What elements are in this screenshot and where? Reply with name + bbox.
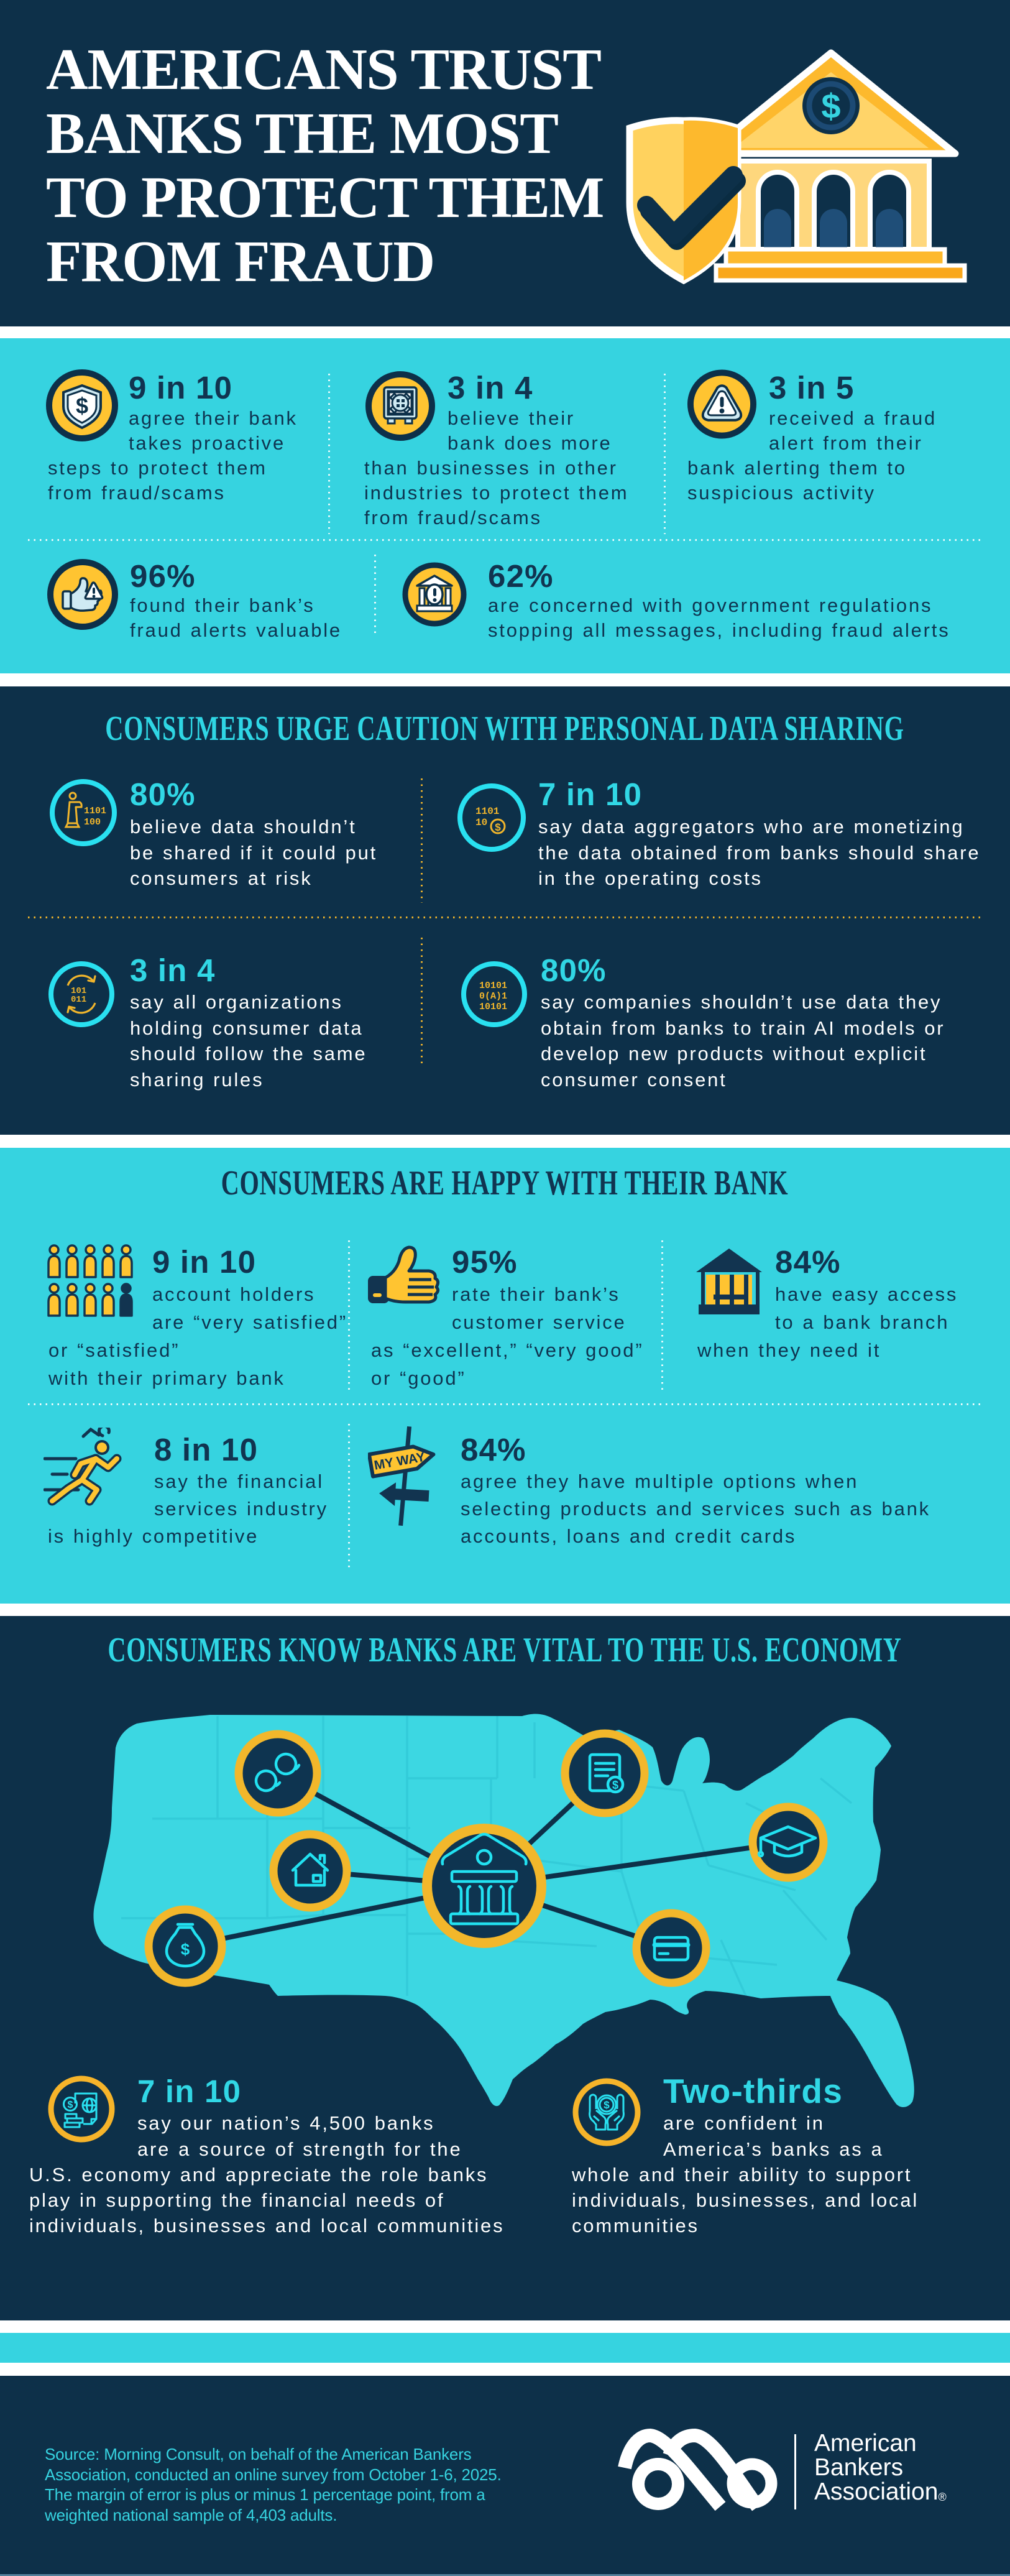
svg-text:Association®: Association® <box>814 2478 947 2505</box>
svg-text:011: 011 <box>71 995 86 1005</box>
svg-text:$: $ <box>612 1779 618 1791</box>
svg-text:$: $ <box>604 2099 610 2111</box>
svg-text:$: $ <box>68 2100 73 2110</box>
svg-text:101: 101 <box>71 986 86 996</box>
svg-text:10101: 10101 <box>479 981 507 991</box>
svg-text:American: American <box>814 2430 917 2457</box>
svg-text:1101: 1101 <box>84 806 106 816</box>
svg-text:Bankers: Bankers <box>814 2454 903 2481</box>
svg-text:10: 10 <box>475 817 487 828</box>
svg-text:0(A)1: 0(A)1 <box>479 991 507 1002</box>
svg-text:$: $ <box>181 1940 190 1959</box>
svg-text:1101: 1101 <box>475 806 499 817</box>
svg-text:$: $ <box>821 86 840 126</box>
svg-text:$: $ <box>76 393 88 418</box>
svg-text:100: 100 <box>84 817 101 828</box>
svg-text:$: $ <box>495 821 501 833</box>
svg-text:10101: 10101 <box>479 1002 507 1012</box>
